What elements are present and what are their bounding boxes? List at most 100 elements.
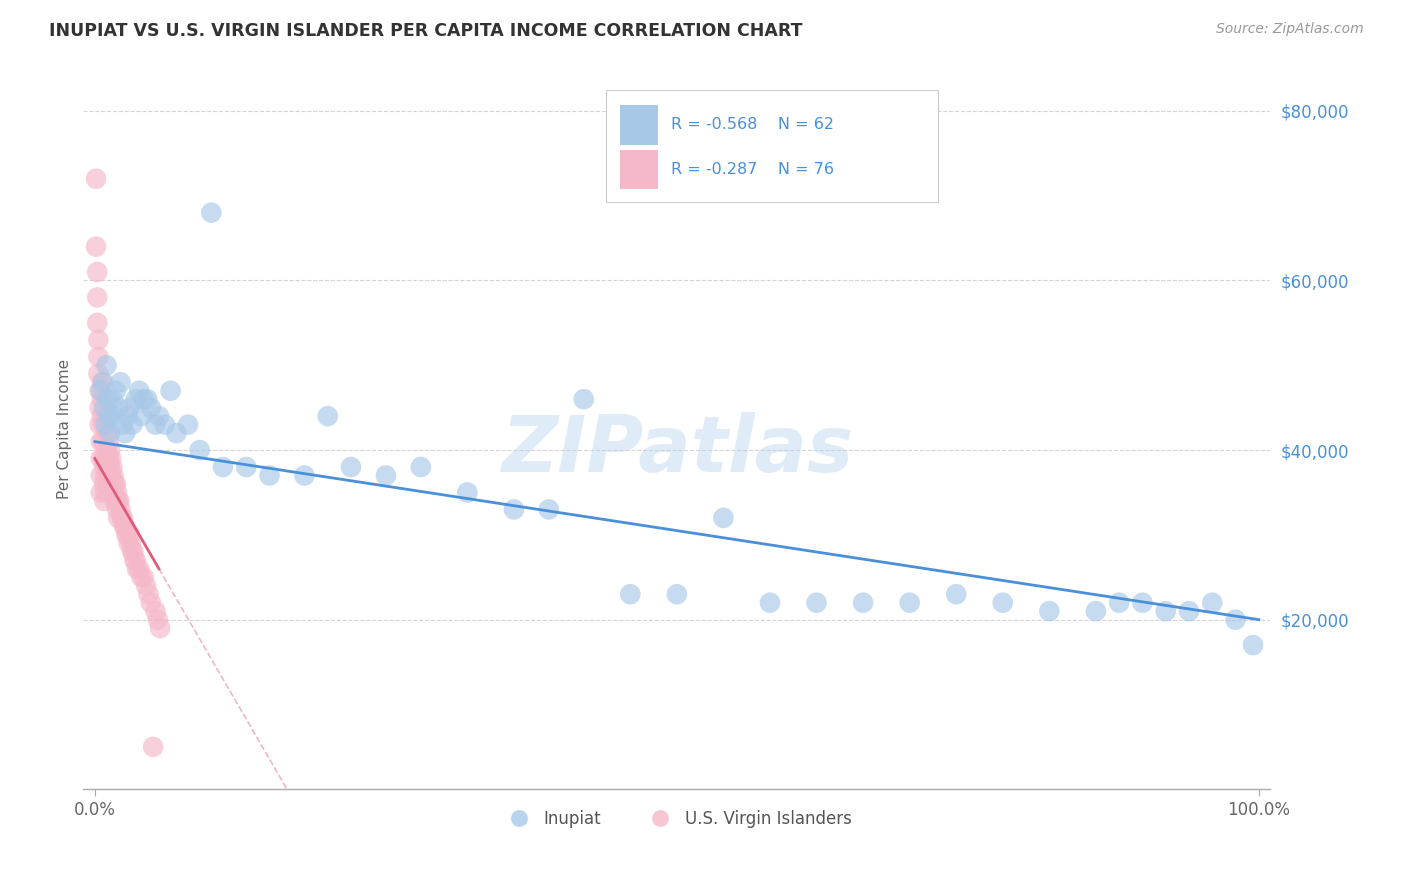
Point [98,426,121,441]
Point [118,536,141,550]
Point [124,553,146,567]
Point [374,468,396,483]
Point [149,621,172,635]
Point [121,545,143,559]
Point [125,562,148,576]
Point [107,401,129,415]
Point [316,409,339,424]
Point [132,570,155,584]
Point [104,477,127,491]
Point [93,494,115,508]
Point [991,596,1014,610]
Point [86,265,108,279]
Point [86,316,108,330]
Point [90,392,112,407]
Point [93,477,115,491]
Point [110,502,132,516]
Point [537,502,560,516]
Point [131,409,153,424]
Point [131,570,153,584]
Point [142,739,165,754]
Point [120,536,142,550]
Point [96,426,118,441]
Point [87,350,110,364]
Point [101,477,124,491]
Point [97,460,120,475]
Point [806,596,828,610]
Point [117,528,139,542]
Point [104,384,127,398]
Point [103,468,125,483]
Point [138,587,160,601]
Point [91,417,114,432]
Point [340,460,363,475]
Text: R = -0.568    N = 62: R = -0.568 N = 62 [671,117,834,132]
Point [665,587,688,601]
Point [128,384,150,398]
Point [94,468,117,483]
Point [90,409,112,424]
Point [122,545,145,559]
Point [177,417,200,432]
Point [114,519,136,533]
Point [456,485,478,500]
Point [103,485,125,500]
Point [1178,604,1201,618]
Point [945,587,967,601]
Point [136,392,159,407]
Point [103,409,125,424]
Point [105,485,128,500]
Point [619,587,641,601]
Point [259,468,281,483]
Point [111,511,134,525]
Point [90,434,112,449]
Point [90,451,112,466]
Point [148,409,170,424]
Point [97,477,120,491]
Point [91,376,114,390]
Point [188,443,211,458]
Point [145,417,167,432]
Point [503,502,526,516]
Point [294,468,316,483]
Point [90,485,112,500]
Text: INUPIAT VS U.S. VIRGIN ISLANDER PER CAPITA INCOME CORRELATION CHART: INUPIAT VS U.S. VIRGIN ISLANDER PER CAPI… [49,22,803,40]
Point [124,553,146,567]
Y-axis label: Per Capita Income: Per Capita Income [58,359,72,499]
Point [139,401,162,415]
Text: R = -0.287    N = 76: R = -0.287 N = 76 [671,162,834,177]
Point [87,333,110,347]
Point [94,485,117,500]
Point [128,562,150,576]
Point [118,401,141,415]
Point [1241,638,1264,652]
Point [112,519,135,533]
Text: ZIPatlas: ZIPatlas [501,412,853,489]
Point [107,511,129,525]
Point [101,460,124,475]
Point [89,384,111,398]
Point [104,494,127,508]
Point [96,443,118,458]
Point [713,511,735,525]
Point [100,451,122,466]
Point [1108,596,1130,610]
Point [115,528,138,542]
Point [165,426,187,441]
Point [124,392,146,407]
Point [94,417,117,432]
Point [572,392,595,407]
Point [114,426,136,441]
Point [159,384,181,398]
Point [91,434,114,449]
Point [132,392,155,407]
Point [89,417,111,432]
Point [104,494,127,508]
Point [97,392,120,407]
Point [90,376,112,390]
Point [96,359,118,373]
Point [1154,604,1177,618]
Point [235,460,257,475]
Point [1225,613,1247,627]
Point [110,376,132,390]
